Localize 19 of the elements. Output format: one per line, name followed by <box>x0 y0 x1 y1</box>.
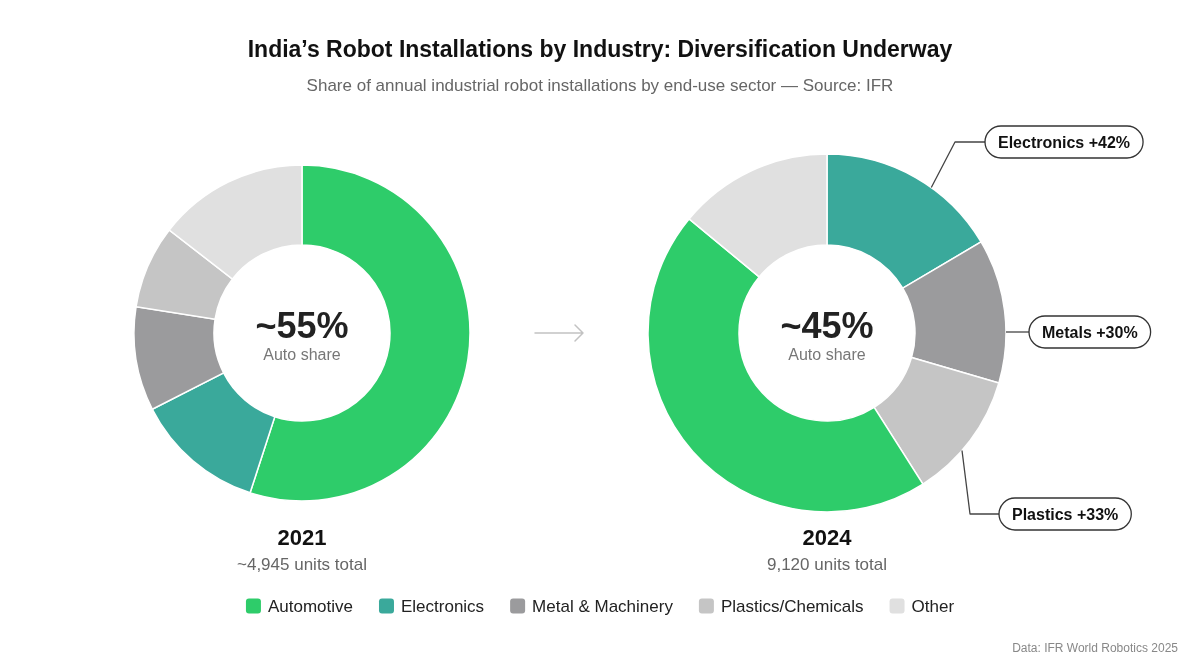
chart-title: India’s Robot Installations by Industry: Diversification Underway <box>247 36 953 62</box>
legend-label: Metal & Machinery <box>532 597 674 616</box>
legend-label: Automotive <box>267 597 353 616</box>
text: Electronics +42% <box>998 134 1131 151</box>
text: 2024 <box>802 525 853 550</box>
text: Auto share <box>263 346 341 363</box>
legend-label: Other <box>911 597 955 616</box>
text: ~4,945 units total <box>237 555 367 574</box>
legend-label: Plastics/Chemicals <box>720 597 864 616</box>
text: 9,120 units total <box>766 555 888 574</box>
text: Auto share <box>788 346 866 363</box>
chart-subtitle: Share of annual industrial robot installations by end-use sector — Source: IFR <box>306 76 894 95</box>
text: Plastics +33% <box>1012 506 1119 523</box>
text: ~45% <box>780 305 874 346</box>
legend-label: Electronics <box>400 597 485 616</box>
text: Data: IFR World Robotics 2025 <box>1012 641 1179 655</box>
text: ~55% <box>255 305 349 346</box>
text: 2021 <box>277 525 327 550</box>
text: Metals +30% <box>1042 324 1138 341</box>
